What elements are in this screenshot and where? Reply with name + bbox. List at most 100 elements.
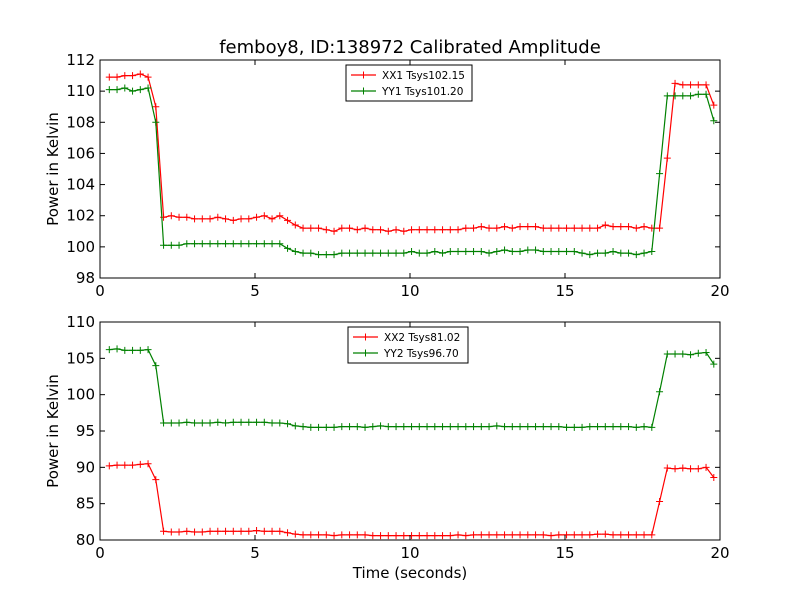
bottom-series-1-point <box>625 531 633 539</box>
chart-title: femboy8, ID:138972 Calibrated Amplitude <box>219 37 601 58</box>
top-series-1-point <box>160 213 168 221</box>
bottom-series-2-point <box>524 423 532 431</box>
bottom-series-1-point <box>431 532 439 540</box>
bottom-x-tick-label: 5 <box>250 544 260 562</box>
top-y-tick-label: 106 <box>66 144 95 162</box>
top-series-2-point <box>632 251 640 259</box>
bottom-series-1-point <box>477 531 485 539</box>
top-series-1-point <box>113 73 121 81</box>
top-series-2-point <box>547 248 555 256</box>
top-series-1-point <box>229 216 237 224</box>
bottom-series-1-point <box>222 527 230 535</box>
bottom-series-1-point <box>679 464 687 472</box>
top-series-1-point <box>183 213 191 221</box>
top-series-2-point <box>384 249 392 257</box>
bottom-y-axis-label: Power in Kelvin <box>44 374 62 488</box>
bottom-legend-label-1: XX2 Tsys81.02 <box>384 332 460 344</box>
top-series-1-point <box>315 224 323 232</box>
bottom-series-1-point <box>586 531 594 539</box>
top-series-2-point <box>284 244 292 252</box>
top-series-1-point <box>524 223 532 231</box>
top-series-2-point <box>136 86 144 94</box>
bottom-series-2-point <box>144 346 152 354</box>
bottom-series-2-point <box>377 422 385 430</box>
bottom-series-1-point <box>353 531 361 539</box>
top-series-1-point <box>617 223 625 231</box>
top-series-1-point <box>253 213 261 221</box>
top-series-2-point <box>570 248 578 256</box>
bottom-series-2-point <box>431 423 439 431</box>
bottom-series-2-point <box>198 419 206 427</box>
top-series-2-point <box>539 248 547 256</box>
top-series-2-point <box>198 240 206 248</box>
bottom-series-2-point <box>384 423 392 431</box>
top-series-1-point <box>307 224 315 232</box>
bottom-series-1-point <box>392 532 400 540</box>
top-series-1-point <box>392 226 400 234</box>
bottom-series-2-point <box>493 422 501 430</box>
top-series-1-point <box>191 215 199 223</box>
bottom-series-1-point <box>663 464 671 472</box>
top-series-1-point <box>508 224 516 232</box>
top-series-2-point <box>485 249 493 257</box>
top-series-2-point <box>601 249 609 257</box>
top-series-2-point <box>710 117 718 125</box>
bottom-series-2-point <box>687 351 695 359</box>
bottom-series-1-point <box>539 531 547 539</box>
bottom-series-1-point <box>229 527 237 535</box>
top-series-1-point <box>291 221 299 229</box>
bottom-series-1-point <box>129 461 137 469</box>
bottom-series-1-point <box>260 527 268 535</box>
top-series-2-point <box>183 240 191 248</box>
bottom-series-2-point <box>586 423 594 431</box>
bottom-series-1-point <box>338 531 346 539</box>
bottom-y-tick-label: 110 <box>66 313 95 331</box>
bottom-series-2-point <box>299 423 307 431</box>
top-series-1-point <box>338 224 346 232</box>
top-series-1-point <box>563 224 571 232</box>
bottom-series-2-point <box>501 423 509 431</box>
top-series-2-point <box>656 170 664 178</box>
bottom-series-1-point <box>547 532 555 540</box>
top-series-1-point <box>671 79 679 87</box>
bottom-series-2-point <box>539 423 547 431</box>
bottom-legend-marker-1 <box>362 333 369 341</box>
bottom-series-1-point <box>276 527 284 535</box>
bottom-series-1-point <box>454 531 462 539</box>
top-series-1-point <box>144 73 152 81</box>
top-series-2-point <box>175 241 183 249</box>
top-series-2-point <box>237 240 245 248</box>
bottom-series-2-point <box>253 418 261 426</box>
top-series-2-point <box>454 248 462 256</box>
bottom-series-1-point <box>446 532 454 540</box>
bottom-series-2-point <box>105 346 113 354</box>
bottom-series-1-point <box>617 531 625 539</box>
top-series-2-point <box>377 249 385 257</box>
bottom-series-2-point <box>694 349 702 357</box>
top-series-1-point <box>276 212 284 220</box>
bottom-series-2-point <box>237 418 245 426</box>
top-series-2-point <box>563 248 571 256</box>
bottom-series-2-point <box>663 350 671 358</box>
bottom-series-1-point <box>470 531 478 539</box>
bottom-y-tick-label: 100 <box>66 386 95 404</box>
top-series-2-point <box>524 246 532 254</box>
bottom-series-2-point <box>322 423 330 431</box>
top-series-2-point <box>330 251 338 259</box>
top-series-1-point <box>129 72 137 80</box>
bottom-series-1-point <box>346 531 354 539</box>
bottom-series-2-point <box>206 419 214 427</box>
top-series-1-point <box>136 70 144 78</box>
top-series-1-point <box>175 213 183 221</box>
top-series-2-point <box>694 90 702 98</box>
bottom-series-2-point <box>222 419 230 427</box>
bottom-series-2-point <box>679 350 687 358</box>
top-series-1-point <box>462 224 470 232</box>
bottom-y-tick-label: 95 <box>76 422 95 440</box>
top-series-2-point <box>609 248 617 256</box>
top-series-2-point <box>446 248 454 256</box>
bottom-series-1-point <box>524 531 532 539</box>
bottom-series-2-point <box>276 419 284 427</box>
top-series-2-point <box>121 84 129 92</box>
